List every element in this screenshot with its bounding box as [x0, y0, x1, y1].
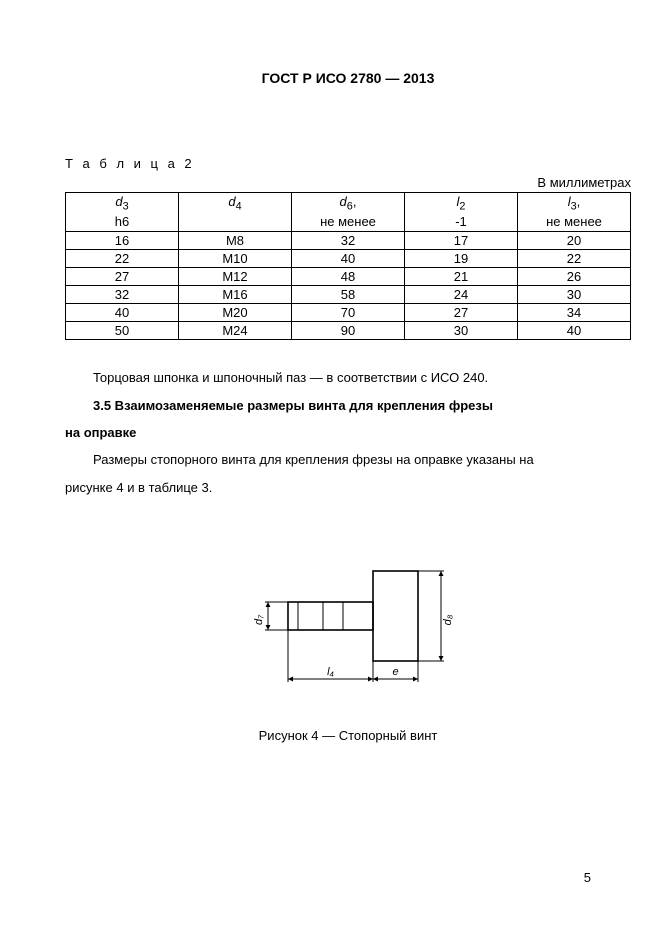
figure-4: d₇ d₈ l₄ e Рисунок 4 — Стопорный винт — [65, 561, 631, 743]
figure-4-svg: d₇ d₈ l₄ e — [223, 561, 473, 701]
table2-col-1: d4 — [179, 193, 292, 232]
table2-cell: 32 — [292, 232, 405, 250]
table2-cell: 19 — [405, 250, 518, 268]
document-header: ГОСТ Р ИСО 2780 — 2013 — [65, 70, 631, 86]
svg-text:d₈: d₈ — [442, 614, 454, 625]
table2: d3h6d4d6,не менееl2-1l3,не менее 16M8321… — [65, 192, 631, 340]
table2-cell: M24 — [179, 322, 292, 340]
table2-cell: 27 — [66, 268, 179, 286]
table2-cell: 24 — [405, 286, 518, 304]
table2-row: 50M24903040 — [66, 322, 631, 340]
body-text: Торцовая шпонка и шпоночный паз — в соот… — [65, 364, 631, 500]
table2-cell: 40 — [66, 304, 179, 322]
table2-cell: 34 — [518, 304, 631, 322]
table2-body: 16M832172022M1040192227M1248212632M16582… — [66, 232, 631, 340]
table2-col-3: l2-1 — [405, 193, 518, 232]
table2-row: 22M10401922 — [66, 250, 631, 268]
table2-cell: 26 — [518, 268, 631, 286]
table2-cell: 40 — [292, 250, 405, 268]
table2-cell: 27 — [405, 304, 518, 322]
table2-cell: 32 — [66, 286, 179, 304]
table2-cell: M20 — [179, 304, 292, 322]
table2-label: Т а б л и ц а 2 — [65, 156, 631, 171]
table2-col-2: d6,не менее — [292, 193, 405, 232]
paragraph-1: Торцовая шпонка и шпоночный паз — в соот… — [65, 364, 631, 391]
table2-cell: 70 — [292, 304, 405, 322]
figure-4-caption: Рисунок 4 — Стопорный винт — [65, 728, 631, 743]
table2-cell: 30 — [405, 322, 518, 340]
table2-units: В миллиметрах — [65, 175, 631, 190]
table2-cell: 17 — [405, 232, 518, 250]
page-number: 5 — [584, 870, 591, 885]
svg-text:e: e — [392, 666, 398, 678]
table2-cell: 20 — [518, 232, 631, 250]
table2-row: 40M20702734 — [66, 304, 631, 322]
table2-cell: 22 — [518, 250, 631, 268]
paragraph-3-line1: Размеры стопорного винта для крепления ф… — [65, 446, 631, 473]
table2-row: 32M16582430 — [66, 286, 631, 304]
table2-cell: 16 — [66, 232, 179, 250]
paragraph-3-line2: рисунке 4 и в таблице 3. — [65, 474, 631, 501]
table2-col-0: d3h6 — [66, 193, 179, 232]
table2-header-row: d3h6d4d6,не менееl2-1l3,не менее — [66, 193, 631, 232]
table2-row: 16M8321720 — [66, 232, 631, 250]
table2-cell: 58 — [292, 286, 405, 304]
table2-col-4: l3,не менее — [518, 193, 631, 232]
table2-cell: 48 — [292, 268, 405, 286]
svg-text:l₄: l₄ — [327, 666, 334, 678]
table2-cell: 22 — [66, 250, 179, 268]
table2-row: 27M12482126 — [66, 268, 631, 286]
table2-cell: 21 — [405, 268, 518, 286]
table2-cell: 50 — [66, 322, 179, 340]
table2-cell: M10 — [179, 250, 292, 268]
table2-cell: 40 — [518, 322, 631, 340]
table2-cell: 30 — [518, 286, 631, 304]
svg-text:d₇: d₇ — [253, 614, 265, 625]
table2-cell: M8 — [179, 232, 292, 250]
table2-cell: M16 — [179, 286, 292, 304]
table2-cell: 90 — [292, 322, 405, 340]
section-3-5-heading-line2: на оправке — [65, 419, 631, 446]
table2-cell: M12 — [179, 268, 292, 286]
section-3-5-heading-line1: 3.5 Взаимозаменяемые размеры винта для к… — [65, 392, 631, 419]
